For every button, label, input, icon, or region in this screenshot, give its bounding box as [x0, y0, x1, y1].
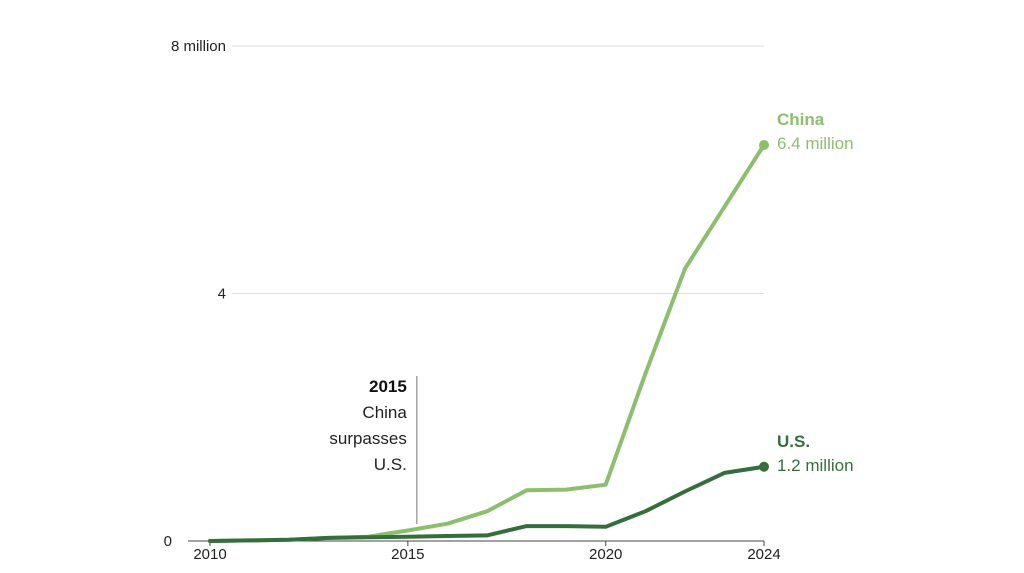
series-label-china: China — [777, 110, 825, 129]
y-tick-label: 8 million — [171, 38, 226, 55]
x-tick-label: 2020 — [589, 546, 622, 563]
series-label-us: U.S. — [777, 432, 810, 451]
y-tick-label: 0 — [164, 533, 172, 550]
series-value-china: 6.4 million — [777, 134, 854, 153]
series-end-dot-us — [759, 461, 769, 472]
x-tick-label: 2015 — [391, 546, 424, 563]
y-tick-label: 4 — [218, 286, 226, 303]
series-line-us — [208, 464, 766, 543]
x-tick-label: 2010 — [193, 546, 226, 563]
x-tick-label: 2024 — [747, 546, 780, 563]
series-end-dot-china — [759, 140, 769, 150]
y-axis-ticks: 0 4 8 million — [164, 38, 226, 550]
series-lines: China 6.4 million U.S. 1.2 million — [208, 110, 854, 543]
annotation-line-2: surpasses — [329, 429, 406, 448]
series-value-us: 1.2 million — [777, 456, 854, 475]
annotation-line-3: U.S. — [374, 455, 407, 474]
annotation-2015: 2015 China surpasses U.S. — [329, 376, 418, 524]
series-line-china — [208, 143, 766, 543]
annotation-year: 2015 — [369, 377, 407, 396]
x-axis-ticks: 2010 2015 2020 2024 — [193, 541, 781, 563]
annotation-line-1: China — [362, 403, 407, 422]
